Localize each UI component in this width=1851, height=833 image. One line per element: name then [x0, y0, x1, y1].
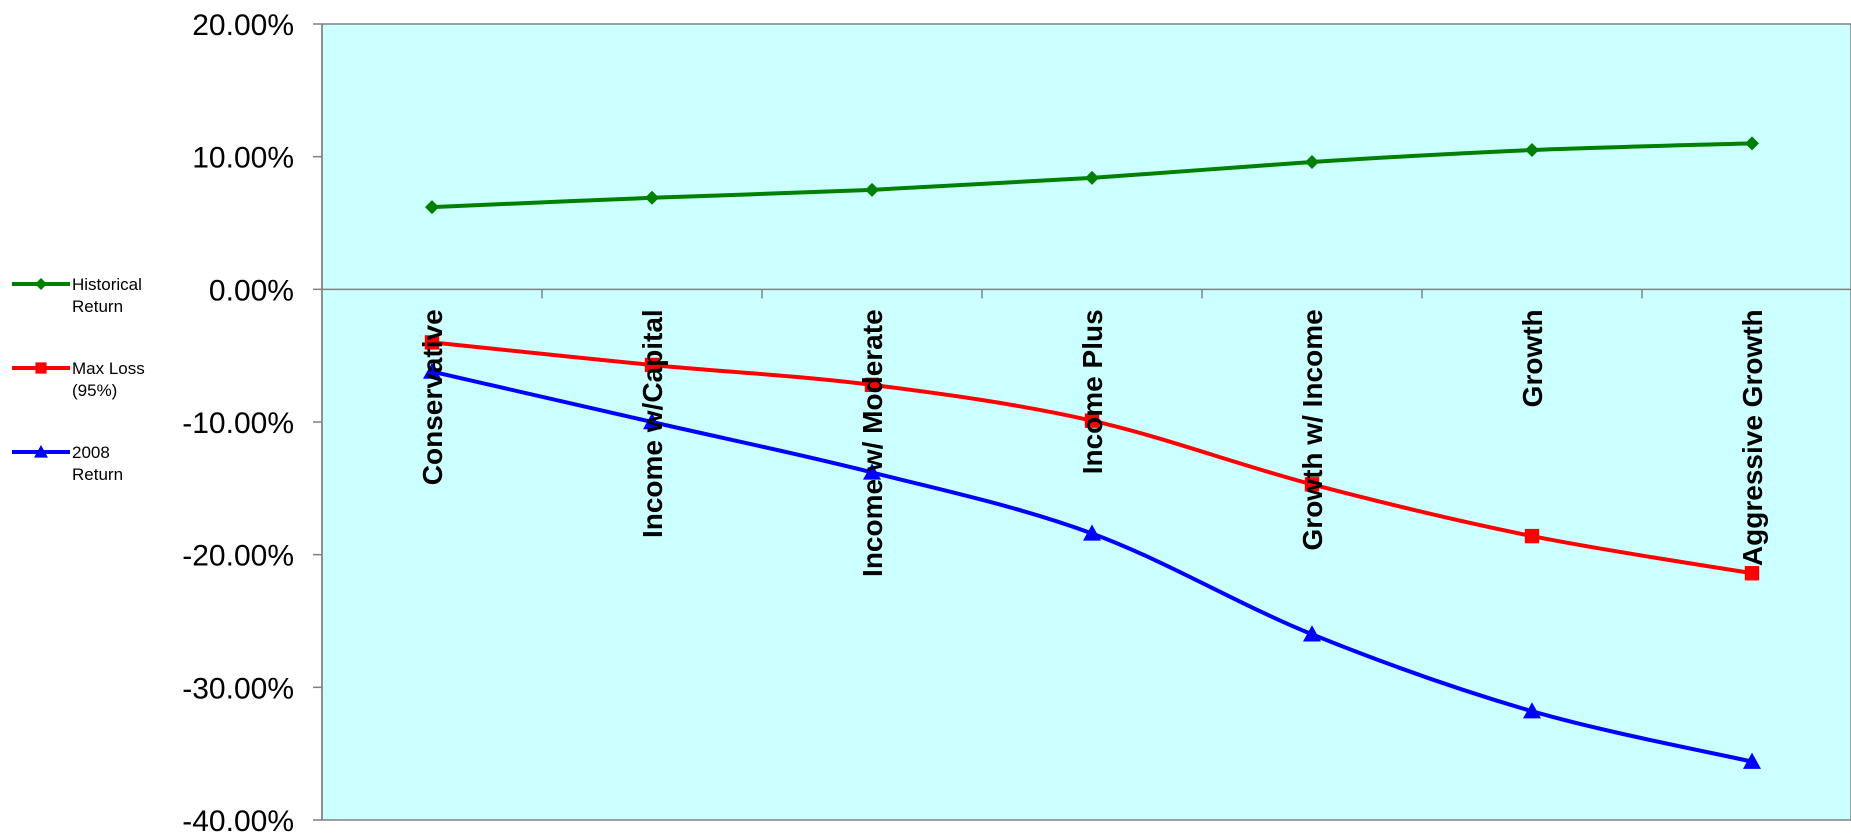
data-point — [1744, 566, 1760, 581]
legend-item: Max Loss (95%) — [12, 359, 145, 400]
data-point — [644, 357, 660, 373]
data-point — [1743, 752, 1761, 769]
category-label: Income w/ Moderate — [857, 309, 888, 577]
data-point — [424, 335, 440, 350]
axes: 20.00% 10.00% 0.00% -10.00% -20.00% -30.00% -4… — [182, 9, 1851, 833]
legend-label: Max Loss — [72, 359, 145, 378]
legend-label: Return — [72, 465, 123, 484]
series-2008-return — [423, 362, 1761, 769]
data-point — [645, 190, 659, 205]
legend-swatch-marker — [34, 445, 48, 458]
y-tick-label: -30.00% — [182, 672, 294, 705]
y-tick-label: -20.00% — [182, 540, 294, 573]
legend-label: (95%) — [72, 381, 117, 400]
data-point — [1524, 528, 1540, 544]
legend-swatch-marker — [35, 278, 47, 290]
data-point — [865, 182, 879, 197]
category-labels: Conservative Income w/Capital Income w/ Mo… — [417, 309, 1768, 577]
series-layer — [423, 136, 1761, 769]
data-point — [1523, 702, 1541, 719]
series-max-loss-95- — [424, 335, 1760, 581]
legend-swatch-marker — [35, 362, 47, 374]
category-label: Growth w/ Income — [1297, 309, 1328, 550]
series-historical-return — [425, 136, 1759, 215]
legend-label: Historical — [72, 275, 142, 294]
data-point — [425, 200, 439, 215]
category-label: Growth — [1517, 309, 1548, 407]
data-point — [423, 362, 441, 379]
y-tick-label: -40.00% — [182, 805, 294, 833]
data-point — [1304, 477, 1320, 492]
data-point — [1084, 413, 1100, 428]
legend-item: 2008 Return — [12, 443, 123, 484]
data-point — [1303, 625, 1321, 642]
category-label: Conservative — [417, 309, 448, 485]
data-point — [1085, 170, 1099, 185]
data-point — [864, 377, 880, 393]
legend-item: Historical Return — [12, 275, 142, 316]
category-label: Income w/Capital — [637, 309, 668, 538]
data-point — [1305, 154, 1319, 169]
data-point — [863, 463, 881, 480]
data-point — [1525, 143, 1539, 158]
data-point — [1745, 136, 1759, 151]
y-tick-label: 0.00% — [209, 274, 294, 307]
y-tick-label: -10.00% — [182, 407, 294, 440]
category-label: Income Plus — [1077, 309, 1108, 474]
y-tick-label: 10.00% — [192, 142, 294, 175]
category-label: Aggressive Growth — [1737, 309, 1768, 566]
legend-label: 2008 — [72, 443, 110, 462]
legend: Historical Return Max Loss (95%) 2008 Return — [12, 275, 145, 484]
data-point — [643, 413, 661, 430]
legend-label: Return — [72, 297, 123, 316]
data-point — [1083, 524, 1101, 541]
y-tick-label: 20.00% — [192, 9, 294, 42]
